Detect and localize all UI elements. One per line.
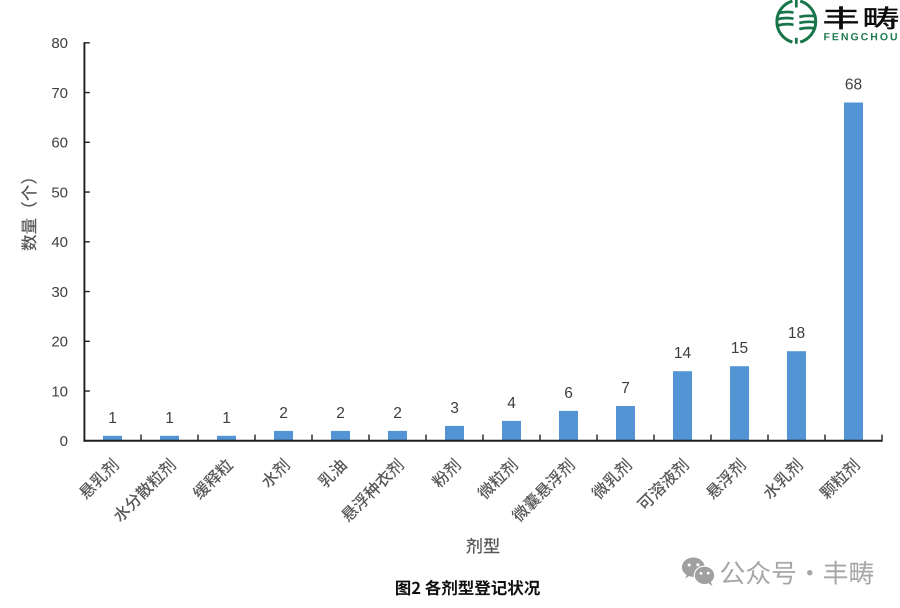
svg-text:1: 1 — [165, 410, 174, 427]
svg-text:10: 10 — [51, 383, 68, 400]
svg-text:1: 1 — [222, 410, 231, 427]
svg-text:6: 6 — [564, 385, 573, 402]
svg-text:14: 14 — [674, 345, 692, 362]
svg-text:68: 68 — [845, 77, 862, 94]
svg-text:40: 40 — [51, 234, 68, 251]
svg-text:1: 1 — [108, 410, 117, 427]
svg-text:2: 2 — [336, 405, 345, 422]
svg-text:20: 20 — [51, 334, 68, 351]
svg-text:30: 30 — [51, 284, 68, 301]
svg-text:70: 70 — [51, 85, 68, 102]
svg-text:0: 0 — [60, 433, 68, 450]
svg-text:3: 3 — [450, 400, 459, 417]
svg-text:2: 2 — [393, 405, 402, 422]
svg-text:18: 18 — [788, 325, 805, 342]
svg-text:4: 4 — [507, 395, 516, 412]
svg-text:2: 2 — [279, 405, 288, 422]
svg-text:80: 80 — [51, 35, 68, 52]
svg-text:60: 60 — [51, 135, 68, 152]
svg-text:50: 50 — [51, 184, 68, 201]
svg-text:7: 7 — [621, 380, 630, 397]
svg-text:15: 15 — [731, 340, 748, 357]
